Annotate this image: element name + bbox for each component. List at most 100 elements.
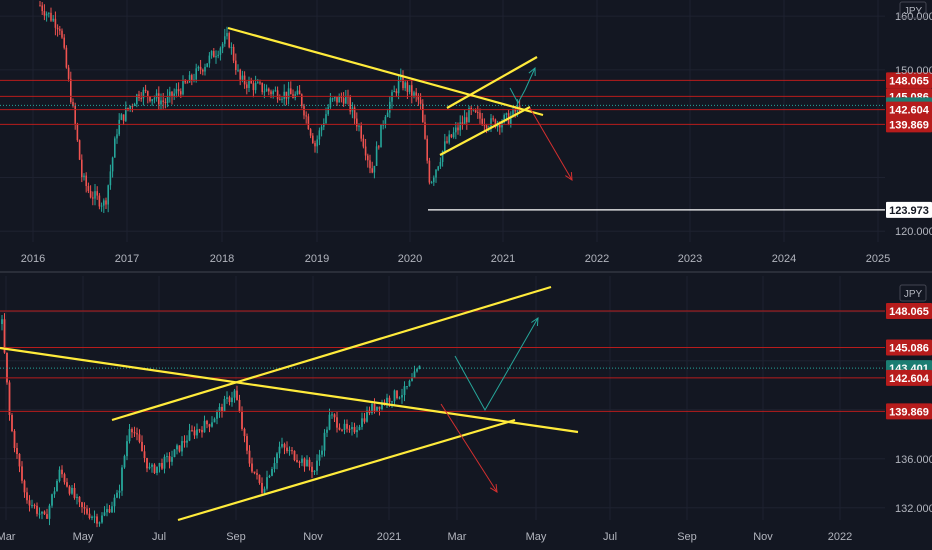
- candle-body: [228, 397, 231, 403]
- time-tick-label: Nov: [753, 531, 773, 543]
- candle-body: [343, 423, 346, 430]
- price-badge[interactable]: [886, 302, 932, 319]
- trendline[interactable]: [446, 56, 538, 109]
- time-tick-label: 2022: [585, 253, 609, 265]
- top-time-axis[interactable]: 2016 2017 2018 2019 2020 2021 2022 2023 2024 2025: [21, 253, 890, 265]
- candle-body: [481, 118, 483, 125]
- candle-body: [503, 115, 505, 123]
- trendline[interactable]: [177, 418, 516, 522]
- candle-body: [252, 83, 255, 91]
- bottom-price-axis[interactable]: 148.065145.086143.401142.604139.869136.0…: [886, 284, 932, 515]
- time-tick-label: 2020: [398, 253, 422, 265]
- candle-body: [356, 118, 358, 127]
- candle-body: [127, 107, 129, 110]
- candle-body: [331, 98, 334, 100]
- candle-body: [13, 431, 16, 449]
- candle-body: [138, 434, 141, 442]
- price-badge-label: 139.869: [889, 119, 929, 131]
- candle-body: [191, 75, 193, 81]
- candle-body: [422, 103, 424, 123]
- bottom-trendlines[interactable]: [0, 285, 579, 522]
- candle-body: [380, 124, 382, 148]
- candle-body: [184, 80, 186, 83]
- up-projection-arrow[interactable]: [509, 67, 536, 105]
- price-badge[interactable]: [886, 339, 932, 356]
- bottom-candles: [1, 313, 421, 528]
- top-projection-arrows[interactable]: [509, 66, 573, 181]
- trendline[interactable]: [0, 346, 579, 434]
- candle-body: [63, 37, 65, 48]
- candle-body: [296, 460, 298, 462]
- candle-body: [131, 105, 134, 107]
- candle-body: [39, 5, 41, 7]
- candle-body: [98, 522, 101, 524]
- bottom-time-axis[interactable]: Mar May Jul Sep Nov 2021 Mar May Jul Sep Nov 2022: [0, 531, 852, 543]
- candle-body: [418, 365, 421, 370]
- candle-body: [403, 386, 406, 396]
- time-tick-label: 2021: [491, 253, 515, 265]
- candle-body: [435, 169, 437, 178]
- candle-body: [186, 82, 189, 84]
- candle-body: [510, 116, 512, 125]
- candle-body: [107, 185, 109, 205]
- top-trendlines[interactable]: [227, 26, 544, 156]
- candle-body: [164, 101, 167, 103]
- candle-body: [430, 182, 433, 184]
- candle-body: [180, 91, 182, 95]
- candle-body: [426, 138, 428, 161]
- candle-body: [98, 195, 101, 207]
- candle-body: [213, 51, 215, 58]
- trendline[interactable]: [439, 106, 531, 156]
- candle-body: [250, 80, 252, 84]
- candle-body: [143, 451, 146, 458]
- candle-body: [58, 469, 61, 481]
- price-badge[interactable]: [886, 201, 932, 218]
- candle-body: [231, 397, 233, 403]
- candle-body: [455, 127, 457, 133]
- price-tick-label: 150.000: [895, 65, 932, 77]
- trendline[interactable]: [227, 26, 544, 117]
- candle-body: [221, 406, 223, 412]
- candle-body: [196, 429, 198, 436]
- bottom-projection-arrows[interactable]: [440, 317, 539, 493]
- candle-body: [279, 99, 281, 101]
- price-tick-label: 136.000: [895, 454, 932, 466]
- price-badge[interactable]: [886, 101, 932, 118]
- candle-body: [293, 450, 296, 461]
- price-badge[interactable]: [886, 72, 932, 89]
- down-projection-arrow[interactable]: [440, 403, 498, 493]
- candle-body: [162, 100, 164, 102]
- candle-body: [296, 90, 299, 95]
- up-projection-arrow[interactable]: [454, 317, 539, 412]
- down-projection-arrow[interactable]: [529, 107, 573, 181]
- price-badge[interactable]: [886, 116, 932, 133]
- top-price-axis[interactable]: 148.065145.086143.401142.604139.869123.9…: [886, 1, 932, 238]
- candle-body: [331, 414, 333, 416]
- trendline[interactable]: [111, 285, 552, 422]
- candle-body: [246, 436, 248, 451]
- currency-box[interactable]: [899, 1, 927, 19]
- price-badge[interactable]: [886, 369, 932, 386]
- currency-box[interactable]: [899, 284, 927, 302]
- candle-body: [424, 122, 426, 139]
- candle-body: [349, 97, 351, 112]
- candle-body: [71, 487, 73, 494]
- price-badge[interactable]: [886, 403, 932, 420]
- time-tick-label: Sep: [677, 531, 697, 543]
- candle-body: [120, 114, 123, 120]
- top-chart-panel[interactable]: 148.065145.086143.401142.604139.869123.9…: [0, 0, 932, 265]
- candle-body: [96, 516, 98, 524]
- candle-body: [253, 471, 256, 474]
- candle-body: [312, 135, 314, 144]
- candle-body: [329, 98, 332, 108]
- candle-body: [56, 27, 59, 30]
- bottom-chart-panel[interactable]: 148.065145.086143.401142.604139.869136.0…: [0, 276, 932, 543]
- candle-body: [373, 165, 376, 173]
- candle-body: [274, 90, 277, 92]
- candle-body: [203, 420, 206, 433]
- candle-body: [341, 429, 343, 431]
- candle-body: [114, 138, 116, 158]
- candle-body: [393, 91, 395, 93]
- candle-body: [83, 507, 86, 509]
